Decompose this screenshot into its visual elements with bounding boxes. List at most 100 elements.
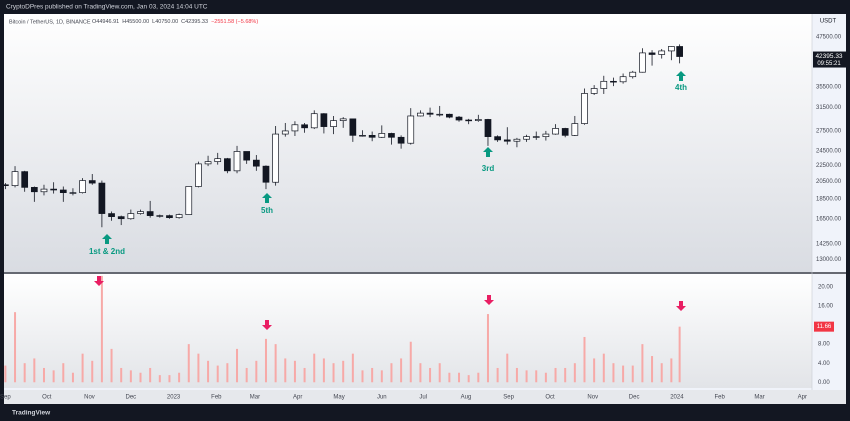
volume-bar	[207, 360, 210, 383]
volume-bar	[303, 367, 306, 383]
candle-body	[523, 136, 530, 140]
volume-bar	[535, 370, 538, 383]
candle-body	[262, 165, 270, 183]
volume-bar	[236, 348, 239, 383]
volume-bar	[129, 370, 132, 383]
candle-body	[59, 189, 67, 194]
candle-body	[21, 171, 29, 188]
candle-body	[619, 76, 627, 83]
countdown: 09:55:21	[817, 61, 841, 67]
volume-bar	[612, 363, 615, 383]
y-tick-label: 0.00	[818, 380, 830, 386]
volume-bar	[564, 367, 567, 383]
x-tick-label: Oct	[42, 395, 52, 401]
volume-bar	[216, 365, 219, 383]
candle-body	[397, 136, 405, 144]
candle-body	[629, 71, 637, 78]
x-tick-label: Sep	[503, 395, 514, 401]
candle-body	[195, 163, 202, 187]
volume-bar	[429, 367, 432, 383]
candle-body	[108, 213, 115, 217]
annotation: 3rd	[482, 164, 495, 173]
footer-logo: TradingView	[12, 410, 51, 417]
candle-body	[446, 113, 453, 118]
volume-bar	[149, 367, 152, 383]
volume-bar	[332, 363, 335, 383]
up-arrow	[262, 193, 272, 203]
y-tick-label: 8.00	[818, 342, 830, 348]
candle-body	[339, 118, 347, 121]
x-tick-label: Jun	[377, 395, 387, 401]
volume-bar	[573, 363, 576, 383]
candle-body	[474, 119, 482, 121]
volume-bar	[486, 314, 489, 383]
candle-body	[291, 124, 299, 132]
volume-bar	[23, 363, 26, 383]
volume-bar	[255, 360, 258, 383]
down-arrow	[484, 295, 494, 305]
x-tick-label: Nov	[587, 395, 598, 401]
volume-bar	[583, 336, 586, 383]
annotation: 1st & 2nd	[89, 247, 125, 256]
x-tick-label: Aug	[461, 395, 472, 401]
candle-body	[30, 187, 38, 193]
volume-bar	[458, 372, 461, 383]
time-axis	[4, 390, 846, 404]
ohlc-value: O44946.91	[92, 19, 119, 25]
volume-bar	[477, 372, 480, 383]
published-line: CryptoDPres published on TradingView.com…	[6, 4, 208, 11]
candle-body	[610, 80, 617, 83]
x-tick-label: Dec	[629, 395, 640, 401]
y-tick-label: 47500.00	[816, 35, 842, 41]
candle-body	[426, 112, 434, 115]
volume-bar	[313, 353, 316, 383]
y-tick-label: 14250.00	[816, 241, 842, 247]
volume-bar	[678, 326, 681, 383]
candle-body	[436, 113, 444, 116]
volume-bar	[4, 365, 7, 383]
candle-body	[668, 46, 675, 52]
candle-body	[648, 52, 656, 55]
x-tick-label: Apr	[293, 395, 302, 401]
candle-body	[368, 134, 376, 138]
x-tick-label: Mar	[754, 395, 764, 401]
volume-bar	[293, 360, 296, 383]
annotation: 5th	[261, 206, 273, 215]
down-arrow	[262, 320, 272, 330]
up-arrow	[483, 147, 493, 157]
volume-bar	[660, 363, 663, 383]
volume-bar	[351, 353, 354, 383]
volume-bar	[187, 344, 190, 383]
volume-tag: 11.66	[817, 324, 832, 330]
x-tick-label: 2024	[670, 395, 684, 401]
ohlc-legend: O44946.91 H45500.00 L40750.00 C42395.33 −255…	[92, 19, 258, 25]
volume-bar	[525, 370, 528, 383]
symbol: Bitcoin / TetherUS, 1D, BINANCE	[9, 19, 91, 25]
volume-bar	[622, 365, 625, 383]
volume-bar	[390, 363, 393, 383]
y-tick-label: 4.00	[818, 361, 830, 367]
volume-bar	[554, 367, 557, 383]
x-tick-label: Jul	[419, 395, 427, 401]
volume-bar	[197, 353, 200, 383]
candle-body	[281, 130, 289, 135]
candle-body	[175, 214, 183, 219]
volume-bar	[496, 367, 499, 383]
volume-bar	[409, 341, 412, 383]
candle-body	[407, 115, 415, 144]
candle-body	[513, 138, 521, 142]
down-arrow	[676, 301, 686, 311]
candle-body	[658, 50, 666, 55]
volume-bar	[515, 367, 518, 383]
ohlc-value: C42395.33	[181, 19, 208, 25]
candle-body	[185, 186, 193, 215]
candle-body	[600, 80, 608, 89]
candle-body	[465, 119, 473, 122]
price-tag-bg	[813, 51, 846, 68]
candle-body	[301, 124, 308, 129]
candle-body	[214, 158, 222, 162]
x-tick-label: Feb	[714, 395, 725, 401]
volume-bar	[264, 338, 267, 383]
x-tick-label: Dec	[126, 395, 137, 401]
